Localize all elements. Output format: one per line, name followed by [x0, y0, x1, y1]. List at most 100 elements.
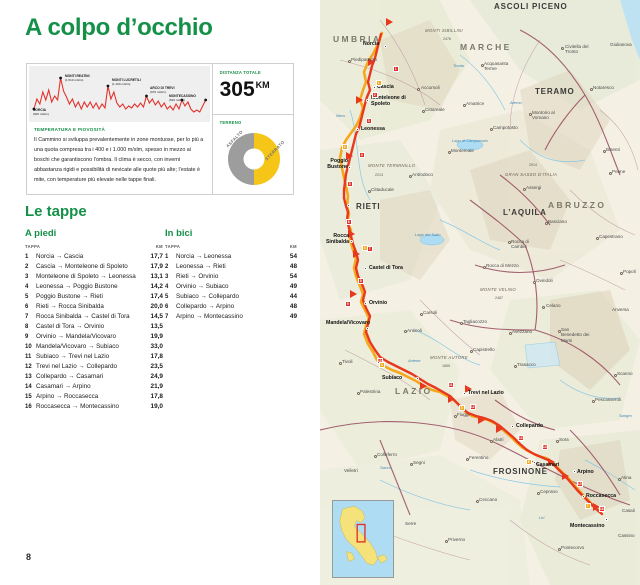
map-town-dot — [445, 540, 448, 543]
terrain-donut-svg — [227, 133, 280, 185]
map-dot-castel-di-tora — [364, 267, 367, 270]
map-stage-marker-2[interactable]: 2 — [372, 92, 378, 98]
table-row: 9 Orvinio → Mandela/Vicovaro 19,9 — [25, 332, 163, 340]
col-header-km: KM — [289, 244, 297, 249]
map-town-dot — [483, 266, 486, 269]
left-column: A colpo d’occhio NORCIA — [25, 14, 297, 562]
map-stage-marker-7[interactable]: 7 — [367, 246, 373, 252]
map-town-dot — [514, 365, 517, 368]
distance-unit: KM — [255, 80, 270, 90]
map-town-dot — [420, 313, 423, 316]
map-inset-italy — [332, 500, 394, 578]
map-town-dot — [529, 113, 532, 116]
map-town-dot — [476, 500, 479, 503]
map-dot-montecassino — [605, 518, 608, 521]
map-stage-marker-1[interactable]: 1 — [393, 66, 399, 72]
map-town-dot — [448, 151, 451, 154]
table-row: 12 Trevi nel Lazio → Collepardo 23,5 — [25, 362, 163, 370]
map-town-dot — [417, 88, 420, 91]
map-stage-marker-9[interactable]: 9 — [345, 301, 351, 307]
map-town-dot — [590, 88, 593, 91]
map-stage-marker-16[interactable]: 16 — [599, 506, 605, 512]
map-stage-marker-8[interactable]: 8 — [358, 278, 364, 284]
map-town-dot — [404, 330, 407, 333]
col-header-tappa: TAPPA — [165, 244, 181, 249]
map-town-dot — [422, 110, 425, 113]
table-row: 8 Castel di Tora → Orvinio 13,5 — [25, 322, 163, 330]
table-row: 15 Arpino → Roccasecca 17,8 — [25, 392, 163, 400]
table-row: 13 Collepardo → Casamari 24,9 — [25, 372, 163, 380]
table-row: 7 Rocca Sinibalda → Castel di Tora 14,5 — [25, 312, 163, 320]
map-inset-svg — [333, 501, 393, 577]
map-town-dot — [460, 322, 463, 325]
map-bike-marker-2[interactable]: 2 — [342, 144, 348, 150]
map-town-dot — [481, 64, 484, 67]
map-stage-marker-11[interactable]: 11 — [448, 382, 454, 388]
map-stage-marker-3[interactable]: 3 — [366, 118, 372, 124]
map-bike-marker-3[interactable]: 3 — [362, 245, 368, 251]
map-bike-marker-5[interactable]: 5 — [459, 405, 465, 411]
elevation-profile: NORCIA (600 m/slm) MONTI REATINI (1.510 … — [29, 66, 210, 122]
map-panel[interactable]: UMBRIA MARCHE ABRUZZO LAZIO ASCOLI PICEN… — [320, 0, 640, 585]
map-town-dot — [620, 272, 623, 275]
a-piedi-title: A piedi — [25, 228, 57, 239]
in-bici-table: TAPPA KM 1 Norcia → Leonessa 54 2 Leonessa … — [165, 244, 297, 321]
table-row: 11 Subiaco → Trevi nel Lazio 17,8 — [25, 352, 163, 360]
table-row: 1 Norcia → Leonessa 54 — [165, 252, 297, 260]
map-town-dot — [596, 237, 599, 240]
terrain-block: TERRENO ASFALTO STERRATO — [213, 115, 293, 194]
map-town-dot — [368, 190, 371, 193]
map-stage-marker-15[interactable]: 15 — [577, 481, 583, 487]
map-town-dot — [523, 188, 526, 191]
in-bici-title: In bici — [165, 228, 193, 239]
table-row: 10 Mandela/Vicovaro → Subiaco 33,0 — [25, 342, 163, 350]
map-stage-marker-13[interactable]: 13 — [518, 435, 524, 441]
map-stage-marker-6[interactable]: 6 — [346, 219, 352, 225]
map-town-dot — [614, 374, 617, 377]
map-dot-trevi-nel-lazio — [463, 392, 466, 395]
table-row: 1 Norcia → Cascia 17,7 — [25, 252, 163, 260]
map-stage-marker-5[interactable]: 5 — [347, 181, 353, 187]
table-row: 14 Casamari → Arpino 21,9 — [25, 382, 163, 390]
map-town-dot — [556, 440, 559, 443]
table-row: 5 Subiaco → Collepardo 44 — [165, 292, 297, 300]
page-title: A colpo d’occhio — [25, 14, 213, 41]
map-stage-marker-4[interactable]: 4 — [359, 152, 365, 158]
table-row: 2 Cascia → Monteleone di Spoleto 17,9 — [25, 262, 163, 270]
map-dot-arpino — [573, 470, 576, 473]
map-town-dot — [374, 455, 377, 458]
temperature-body: Il Cammino si sviluppa prevalentemente i… — [34, 137, 204, 183]
map-dot-norcia — [384, 45, 387, 48]
distance-value: 305KM — [219, 78, 270, 101]
map-town-dot — [533, 281, 536, 284]
elevation-svg — [32, 76, 208, 113]
table-row: 5 Poggio Bustone → Rieti 17,4 — [25, 292, 163, 300]
table-row: 2 Leonessa → Rieti 48 — [165, 262, 297, 270]
map-town-dot — [509, 332, 512, 335]
map-stage-marker-14[interactable]: 14 — [542, 444, 548, 450]
map-town-dot — [357, 392, 360, 395]
map-stage-marker-12[interactable]: 12 — [470, 404, 476, 410]
map-town-dot — [508, 241, 511, 244]
map-bike-marker-1[interactable]: 1 — [376, 80, 382, 86]
map-town-dot — [592, 400, 595, 403]
map-town-dot — [466, 458, 469, 461]
map-bike-marker-7[interactable]: 7 — [585, 503, 591, 509]
terrain-title: TERRENO — [219, 120, 242, 125]
map-dot-collepardo — [511, 425, 514, 428]
table-row: 3 Monteleone di Spoleto → Leonessa 13,1 — [25, 272, 163, 280]
map-bike-marker-4[interactable]: 4 — [379, 362, 385, 368]
table-row: 4 Leonessa → Poggio Bustone 14,2 — [25, 282, 163, 290]
map-dot-mandela-vicovaro — [366, 327, 369, 330]
map-town-dot — [618, 478, 621, 481]
map-town-dot — [558, 548, 561, 551]
map-town-dot — [490, 128, 493, 131]
map-town-dot — [470, 350, 473, 353]
map-town-dot — [410, 463, 413, 466]
map-bike-marker-6[interactable]: 6 — [526, 459, 532, 465]
elevation-peak-label: ARCO DI TREVI (970 m/slm) — [150, 86, 175, 95]
a-piedi-table: TAPPA KM 1 Norcia → Cascia 17,7 2 Cascia → … — [25, 244, 163, 411]
map-town-dot — [463, 104, 466, 107]
